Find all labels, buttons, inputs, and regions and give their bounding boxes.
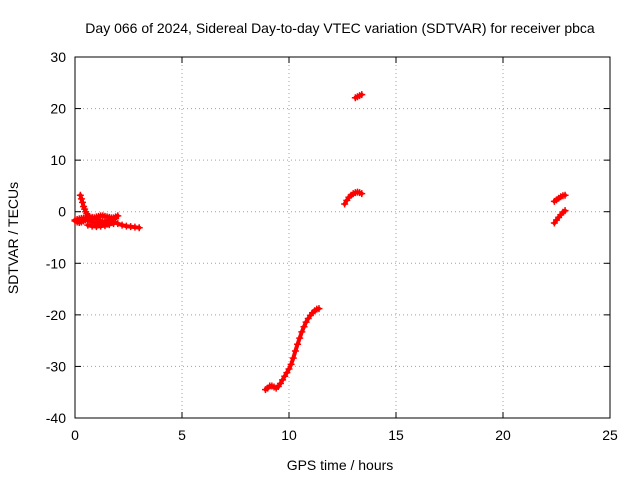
series-arc-e — [84, 220, 118, 231]
data-point — [135, 224, 143, 232]
data-point — [302, 318, 310, 326]
series-arc-f — [261, 305, 323, 394]
x-tick-label: 20 — [495, 427, 511, 443]
x-axis-label: GPS time / hours — [287, 457, 394, 473]
data-point — [341, 200, 349, 208]
x-tick-label: 15 — [388, 427, 404, 443]
data-point — [279, 376, 287, 384]
data-point — [298, 328, 306, 336]
data-series — [71, 91, 569, 394]
data-point — [84, 221, 92, 229]
data-point — [101, 222, 109, 230]
y-tick-label: 10 — [50, 152, 66, 168]
data-point — [287, 360, 295, 368]
chart-title: Day 066 of 2024, Sidereal Day-to-day VTE… — [85, 20, 595, 36]
x-tick-label: 25 — [602, 427, 618, 443]
data-point — [561, 207, 569, 215]
y-tick-label: -30 — [46, 358, 66, 374]
y-axis-label: SDTVAR / TECUs — [5, 182, 21, 294]
data-point — [300, 323, 308, 331]
data-point — [296, 334, 304, 342]
y-tick-label: 0 — [58, 204, 66, 220]
series-arc-g — [341, 188, 366, 208]
series-arc-h — [351, 91, 366, 102]
axis-ticks — [74, 56, 611, 419]
data-point — [294, 340, 302, 348]
data-point — [281, 372, 289, 380]
data-point — [291, 347, 299, 355]
data-point — [289, 354, 297, 362]
data-point — [78, 198, 86, 206]
y-tick-label: 20 — [50, 101, 66, 117]
y-tick-label: -10 — [46, 255, 66, 271]
data-point — [105, 221, 113, 229]
data-point — [315, 305, 323, 313]
grid-lines — [75, 57, 610, 418]
y-tick-label: -40 — [46, 410, 66, 426]
data-point — [118, 221, 126, 229]
x-tick-label: 0 — [71, 427, 79, 443]
data-point — [285, 365, 293, 373]
data-point — [114, 212, 122, 220]
data-point — [358, 91, 366, 99]
y-tick-label: 30 — [50, 49, 66, 65]
x-tick-labels: 0 5 10 15 20 25 — [71, 427, 618, 443]
x-tick-label: 10 — [281, 427, 297, 443]
x-tick-label: 5 — [178, 427, 186, 443]
y-tick-label: -20 — [46, 307, 66, 323]
data-point — [561, 191, 569, 199]
data-point — [76, 191, 84, 199]
series-arc-j — [550, 207, 569, 227]
data-point — [77, 195, 85, 203]
data-point — [110, 220, 118, 228]
data-point — [276, 379, 284, 387]
series-arc-i — [550, 191, 569, 205]
series-band — [263, 306, 321, 392]
data-point — [283, 369, 291, 377]
data-point — [358, 190, 366, 198]
y-tick-labels: -40 -30 -20 -10 0 10 20 30 — [46, 49, 66, 426]
plot-frame — [74, 56, 611, 419]
